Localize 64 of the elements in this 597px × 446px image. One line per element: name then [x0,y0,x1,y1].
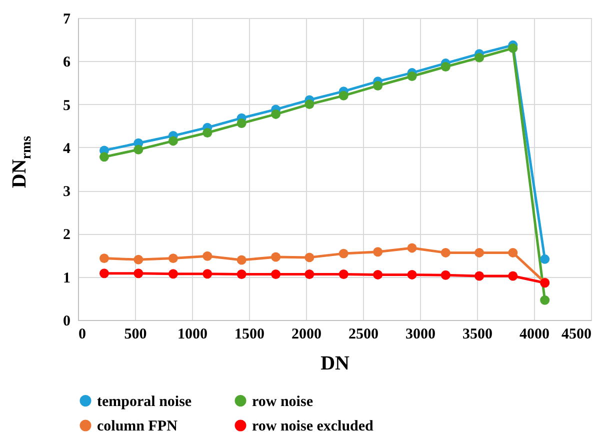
x-tick-label: 3500 [462,326,492,342]
y-tick-label: 6 [63,54,71,71]
point [508,248,518,258]
point [202,269,212,279]
legend-label: column FPN [97,418,178,434]
y-tick-label: 7 [63,12,71,28]
point [474,271,484,281]
x-tick-label: 500 [124,326,147,342]
x-tick-label: 4500 [562,326,592,342]
legend-label: row noise [252,394,314,410]
legend-label: temporal noise [97,394,192,410]
point [440,62,450,72]
point [338,270,348,279]
point [134,268,144,278]
point [338,90,348,100]
point [508,271,518,281]
point [99,152,109,162]
y-tick-label: 3 [63,184,70,200]
point [168,136,178,146]
point [134,144,144,154]
point [373,81,383,90]
point [304,100,314,110]
x-tick-label: 2000 [292,326,322,342]
point [373,270,383,280]
point [540,254,550,264]
point [407,243,417,253]
point [134,254,144,264]
legend-label: row noise excluded [252,418,374,434]
point [474,248,484,258]
x-tick-label: 1000 [178,326,208,342]
point [440,270,450,280]
x-tick-label: 1500 [234,326,264,342]
point [202,128,212,138]
y-tick-label: 0 [63,314,70,330]
y-tick-label: 2 [63,227,70,244]
point [236,118,246,128]
point [508,43,518,53]
point [304,252,314,262]
point [168,254,178,264]
point [474,52,484,62]
x-axis-title: DN [320,352,350,374]
point [168,269,178,279]
point [202,251,212,261]
point [99,268,109,278]
y-tick-label: 1 [63,270,70,286]
point [407,270,417,280]
x-tick-label: 0 [78,326,86,342]
point [540,295,550,305]
x-tick-label: 4000 [520,326,550,342]
point [407,72,417,81]
point [373,247,383,257]
point [236,255,246,265]
point [271,109,281,119]
y-tick-label: 5 [63,98,70,114]
point [338,248,348,258]
point [304,270,314,279]
x-tick-label: 3000 [406,326,436,342]
point [271,270,281,279]
x-tick-label: 2500 [348,326,378,342]
y-tick-label: 4 [63,140,71,157]
point [99,254,109,264]
point [236,270,246,279]
point [271,252,281,262]
point [440,248,450,258]
